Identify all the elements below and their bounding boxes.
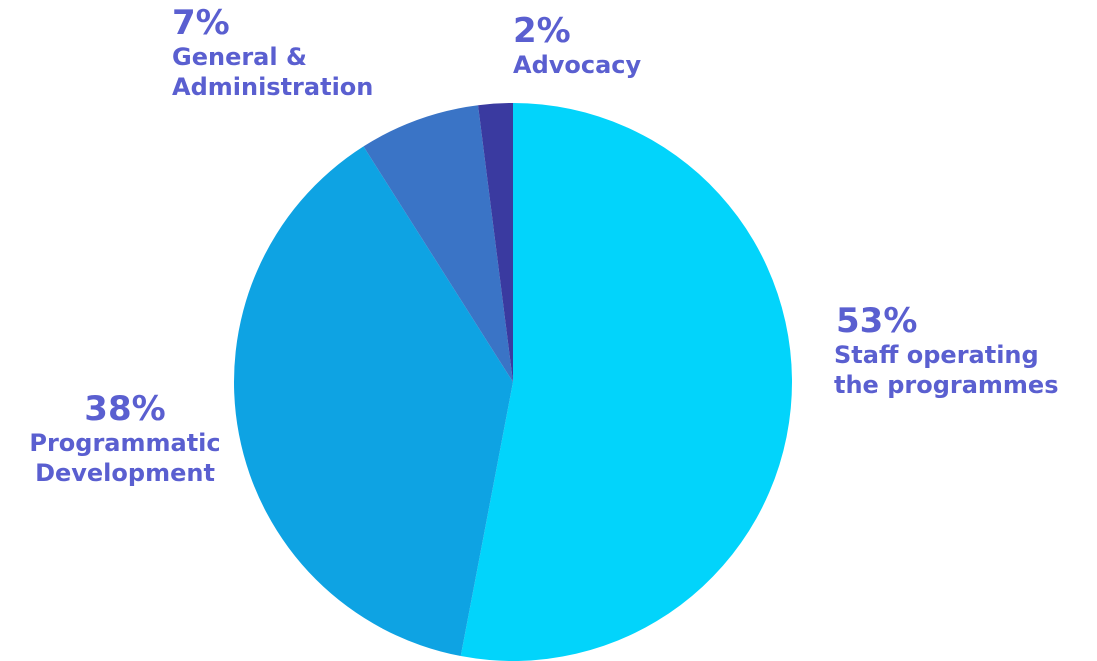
slice-name-line: the programmes [834,370,1059,399]
slice-label-advocacy: 2% Advocacy [513,11,641,80]
slice-label-staff-operating: 53% Staff operating the programmes [834,301,1058,400]
slice-name-line: Administration [172,72,374,101]
slice-name-line: Staff operating [834,340,1039,369]
slice-percent-programmatic-development: 38% [84,389,166,429]
slice-name-line: Programmatic [29,428,221,457]
slice-percent-advocacy: 2% [513,11,571,51]
slice-name-staff-operating: Staff operating the programmes [834,340,1058,400]
slice-name-line: Development [35,458,215,487]
slice-name-advocacy: Advocacy [513,50,641,80]
slice-percent-general-administration: 7% [172,3,230,43]
pie-slices [234,103,792,661]
pie-slice-general-administration [363,105,513,382]
slice-name-line: Advocacy [513,50,642,79]
slice-label-programmatic-development: 38% Programmatic Development [10,389,240,488]
slice-percent-staff-operating: 53% [836,301,918,341]
slice-name-programmatic-development: Programmatic Development [10,428,240,488]
pie-slice-staff-operating [460,103,792,661]
slice-name-line: General & [172,42,307,71]
slice-label-general-administration: 7% General & Administration [172,3,373,102]
slice-name-general-administration: General & Administration [172,42,373,102]
pie-slice-programmatic-development [234,146,514,657]
pie-slice-advocacy [478,103,513,382]
